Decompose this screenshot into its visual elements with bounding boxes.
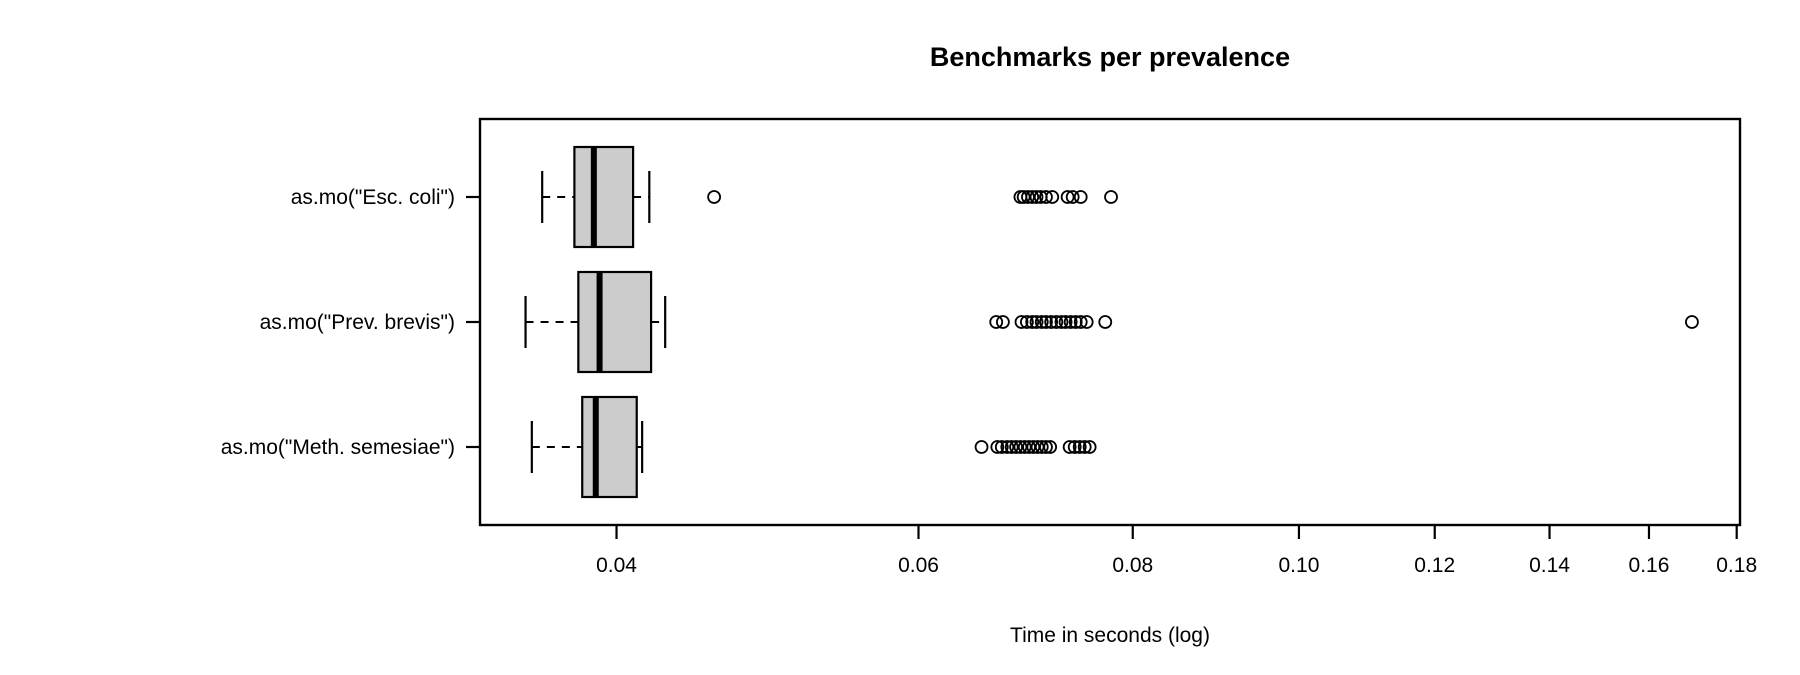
outlier-point (1019, 315, 1034, 329)
x-tick-label: 0.06 (898, 554, 939, 577)
outlier-point (1073, 190, 1088, 204)
outlier-point (1077, 440, 1092, 454)
outlier-point (974, 440, 989, 454)
outlier-point (990, 440, 1005, 454)
x-tick-label: 0.12 (1414, 554, 1455, 577)
outlier-point (1025, 315, 1040, 329)
outlier-point (1104, 190, 1118, 204)
outlier-point (1098, 315, 1113, 329)
x-tick-label: 0.18 (1716, 554, 1757, 577)
outlier-point (989, 315, 1004, 329)
outlier-point (1079, 315, 1094, 329)
y-axis-label: as.mo("Meth. semesiae") (221, 436, 455, 459)
iqr-box (573, 145, 635, 249)
outlier-point (1054, 315, 1069, 329)
outlier-point (1034, 440, 1049, 454)
outlier-point (996, 315, 1010, 329)
outlier-point (1034, 315, 1049, 329)
outlier-point (1065, 190, 1080, 204)
plot-frame (478, 117, 1742, 527)
outlier-point (1039, 440, 1053, 454)
x-tick-label: 0.04 (596, 554, 637, 577)
x-tick-label: 0.08 (1112, 554, 1153, 577)
outlier-point (1004, 440, 1019, 454)
outlier-point (1063, 315, 1078, 329)
outlier-point (1039, 190, 1053, 204)
outlier-point (1068, 315, 1083, 329)
chart-title: Benchmarks per prevalence (929, 42, 1291, 72)
x-tick-label: 0.10 (1279, 554, 1320, 577)
outlier-point (1029, 315, 1044, 329)
outlier-point (1082, 440, 1097, 454)
x-tick-label: 0.16 (1629, 554, 1670, 577)
outlier-point (1049, 315, 1064, 329)
outlier-point (1058, 315, 1073, 329)
outlier-point (1062, 440, 1077, 454)
outlier-point (707, 190, 722, 204)
outlier-point (1044, 315, 1059, 329)
iqr-box (577, 270, 653, 374)
outlier-point (1043, 440, 1058, 454)
outlier-point (1009, 440, 1023, 454)
outlier-point (1014, 315, 1029, 329)
outlier-point (1000, 440, 1015, 454)
outlier-point (1072, 440, 1087, 454)
outlier-point (994, 440, 1009, 454)
iqr-box (581, 395, 638, 499)
y-axis-label: as.mo("Prev. brevis") (260, 311, 455, 334)
outlier-point (1073, 315, 1088, 329)
outlier-point (1685, 315, 1699, 329)
outlier-point (1045, 190, 1060, 204)
x-tick-label: 0.14 (1529, 554, 1570, 577)
outlier-point (1060, 190, 1075, 204)
outlier-point (1039, 315, 1053, 329)
x-axis-title: Time in seconds (log) (1010, 624, 1210, 647)
outlier-point (1029, 190, 1044, 204)
y-axis-label: as.mo("Esc. coli") (291, 186, 455, 209)
outlier-point (1067, 440, 1082, 454)
outlier-point (1025, 190, 1040, 204)
